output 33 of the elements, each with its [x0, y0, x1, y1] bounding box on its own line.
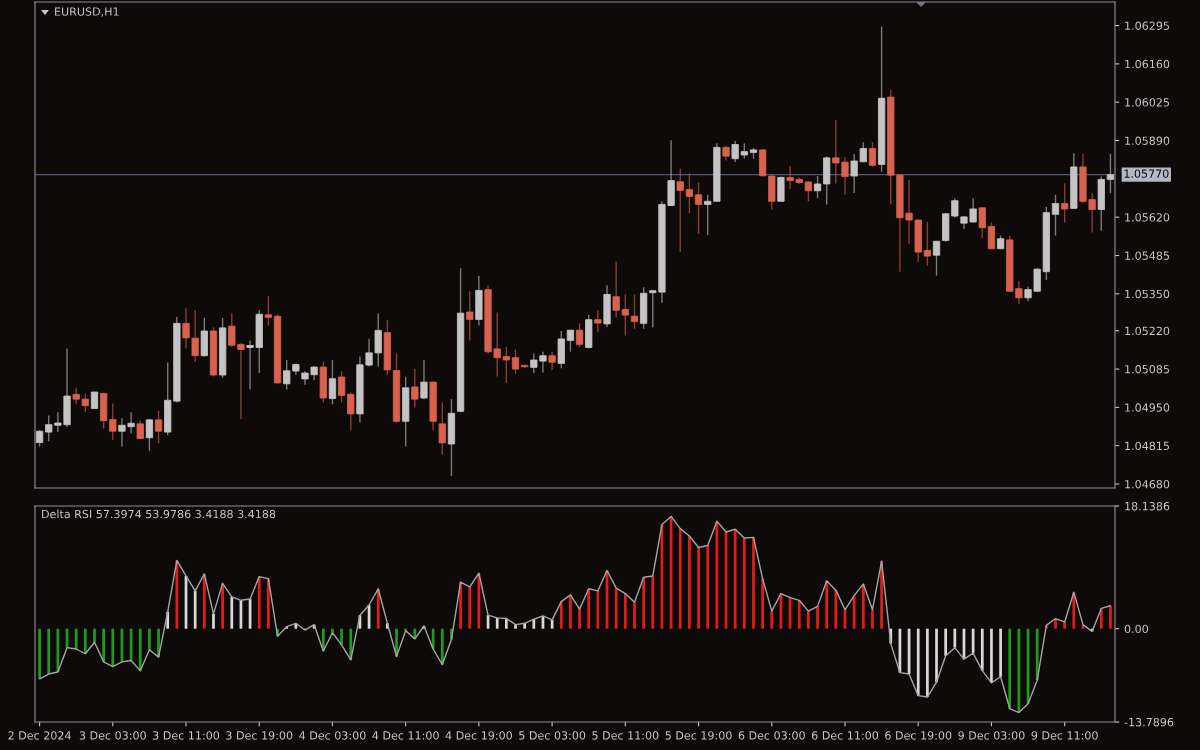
y-tick-label: 1.04680 [1125, 480, 1170, 489]
x-tick-label: 3 Dec 19:00 [226, 731, 293, 740]
y-tick-label: 1.04950 [1125, 403, 1170, 412]
x-tick-label: 5 Dec 19:00 [665, 731, 732, 740]
y-tick-label: -13.7896 [1124, 717, 1174, 727]
x-tick-label: 4 Dec 03:00 [299, 731, 366, 740]
chart-title: Delta RSI 57.3974 53.9786 3.4188 3.4188 [42, 509, 276, 519]
y-tick-label: 1.06295 [1125, 21, 1169, 30]
x-tick-label: 9 Dec 11:00 [1031, 731, 1098, 740]
x-tick-label: 6 Dec 11:00 [811, 731, 879, 740]
x-tick-label: 6 Dec 19:00 [885, 731, 952, 740]
y-tick-label: 1.05350 [1125, 289, 1170, 299]
y-tick-label: 1.05085 [1125, 365, 1169, 374]
ref-line-label: 1.05770 [1124, 169, 1169, 178]
y-tick-label: 1.05620 [1125, 213, 1170, 222]
y-tick-label: 1.05890 [1125, 136, 1170, 145]
y-tick-label: 1.06025 [1125, 98, 1169, 107]
x-tick-label: 2 Dec 2024 [8, 731, 71, 740]
chart-title: EURUSD,H1 [55, 7, 119, 17]
y-tick-label: 1.04815 [1125, 441, 1169, 451]
x-tick-label: 4 Dec 11:00 [372, 731, 439, 740]
x-tick-label: 5 Dec 03:00 [519, 731, 586, 740]
x-tick-label: 3 Dec 11:00 [153, 731, 220, 740]
y-tick-label: 1.05485 [1125, 251, 1169, 260]
x-tick-label: 6 Dec 03:00 [738, 731, 805, 740]
y-tick-label: 1.06160 [1125, 59, 1170, 69]
y-tick-label: 1.05220 [1125, 326, 1170, 336]
x-tick-label: 5 Dec 11:00 [592, 731, 659, 740]
x-tick-label: 4 Dec 19:00 [445, 731, 512, 740]
x-tick-label: 3 Dec 03:00 [79, 731, 146, 740]
y-tick-label: 0.00 [1124, 624, 1149, 634]
y-tick-label: 18.1386 [1125, 501, 1170, 511]
x-tick-label: 9 Dec 03:00 [958, 731, 1025, 740]
